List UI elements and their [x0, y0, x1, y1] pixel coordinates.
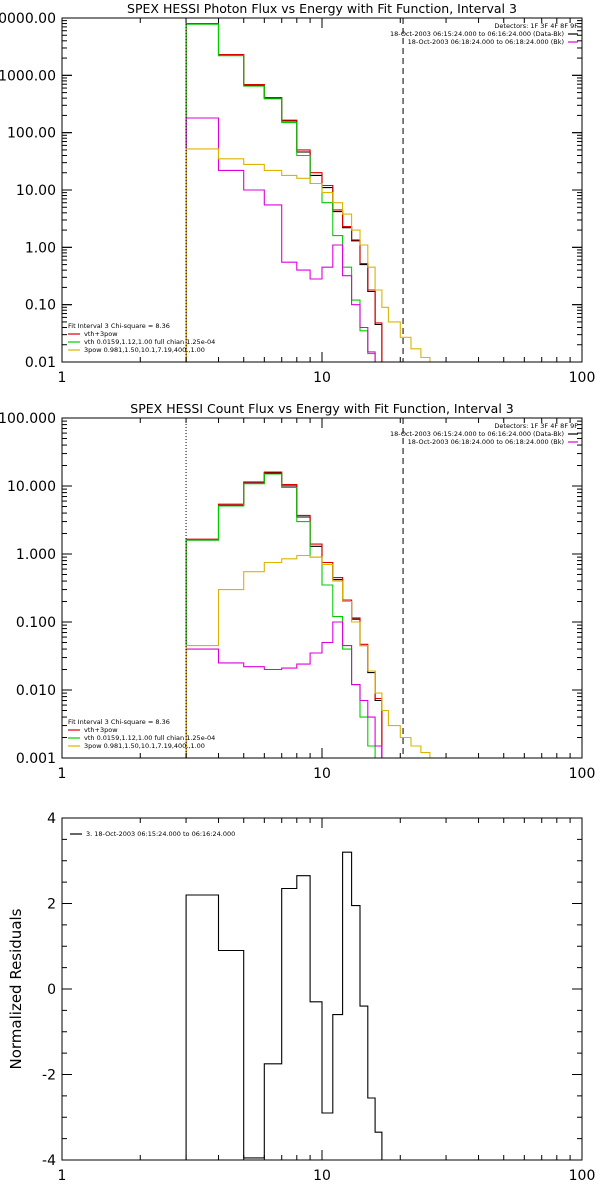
y-tick-label: 10.000 [7, 479, 56, 495]
y-tick-label: 10.00 [16, 183, 56, 199]
chart-title: SPEX HESSI Photon Flux vs Energy with Fi… [127, 1, 517, 16]
chart-panel-3: 1 10 100 -4 -2 0 2 4 Normalized Residuals 3. 18-O… [7, 811, 595, 1184]
series-line-1 [185, 472, 383, 758]
y-tick-label: 10000.00 [0, 11, 56, 27]
y-tick-label: 1.00 [25, 240, 56, 256]
series-line-4 [185, 117, 376, 362]
series-line-3 [185, 23, 376, 362]
y-tick-label: 0.001 [16, 751, 56, 767]
x-tick-label: 100 [569, 766, 596, 782]
x-tick-label: 10 [313, 1168, 331, 1184]
x-tick-label: 100 [569, 370, 596, 386]
y-tick-label: 0.010 [16, 683, 56, 699]
series-line-2 [185, 471, 383, 758]
y-tick-label: -2 [42, 1068, 56, 1084]
y-tick-label: 0 [47, 982, 56, 998]
legend-entry: vth 0.0159,1.12,1.00 full chian 1.25e-04 [84, 338, 215, 346]
x-tick-label: 100 [569, 1168, 596, 1184]
chart-panel-1: 1 10 100 0.01 0.10 1.00 10.00 100.00 1000.00 1000… [0, 1, 595, 386]
y-tick-label: 0.10 [25, 298, 56, 314]
series-line-1 [185, 23, 383, 362]
legend-entry: vth+3pow [84, 330, 118, 338]
legend-entry: Fit Interval 3 Chi-square = 8.36 [68, 718, 170, 726]
series-line-5 [185, 554, 431, 758]
legend-entry: vth+3pow [84, 726, 118, 734]
series-line-3 [185, 473, 376, 758]
legend-entry: Detectors: 1F 3F 4F 8F 9F [494, 422, 578, 430]
x-tick-label: 1 [58, 766, 67, 782]
legend-entry: 18-Oct-2003 06:15:24.000 to 06:16:24.000… [390, 430, 564, 438]
y-tick-label: 100.000 [0, 411, 56, 427]
legend-entry: Detectors: 1F 3F 4F 8F 9F [494, 22, 578, 30]
plot-frame [61, 417, 583, 759]
x-tick-label: 10 [313, 370, 331, 386]
series-line-5 [185, 148, 439, 362]
y-tick-label: 2 [47, 897, 56, 913]
legend-entry: 3pow 0.981,1.50,10.1,7.19,400.,1.00 [84, 346, 205, 354]
series-line-4 [185, 621, 383, 758]
y-tick-label: 4 [47, 811, 56, 827]
legend-entry: 3pow 0.981,1.50,10.1,7.19,400.,1.00 [84, 742, 205, 750]
series-line-1 [185, 851, 401, 1160]
legend-entry: 18-Oct-2003 06:18:24.000 to 06:18:24.000… [408, 438, 564, 446]
series-line-2 [185, 23, 383, 362]
y-tick-label: 1000.00 [0, 68, 56, 84]
x-tick-label: 1 [58, 1168, 67, 1184]
legend-entry: Fit Interval 3 Chi-square = 8.36 [68, 322, 170, 330]
y-tick-label: 100.00 [7, 126, 56, 142]
y-tick-label: 0.01 [25, 355, 56, 371]
legend-entry: 18-Oct-2003 06:15:24.000 to 06:16:24.000… [390, 30, 564, 38]
legend-entry: 3. 18-Oct-2003 06:15:24.000 to 06:16:24.… [86, 830, 235, 838]
x-tick-label: 10 [313, 766, 331, 782]
y-tick-label: 0.100 [16, 615, 56, 631]
y-axis-label: Normalized Residuals [7, 908, 25, 1069]
chart-title: SPEX HESSI Count Flux vs Energy with Fit… [130, 401, 513, 416]
legend-entry: 18-Oct-2003 06:18:24.000 to 06:18:24.000… [408, 38, 564, 46]
legend-entry: vth 0.0159,1.12,1.00 full chian 1.25e-04 [84, 734, 215, 742]
y-tick-label: -4 [42, 1153, 56, 1169]
chart-panel-2: 1 10 100 0.001 0.010 0.100 1.000 10.000 100.000 S… [0, 401, 595, 782]
y-tick-label: 1.000 [16, 547, 56, 563]
x-tick-label: 1 [58, 370, 67, 386]
